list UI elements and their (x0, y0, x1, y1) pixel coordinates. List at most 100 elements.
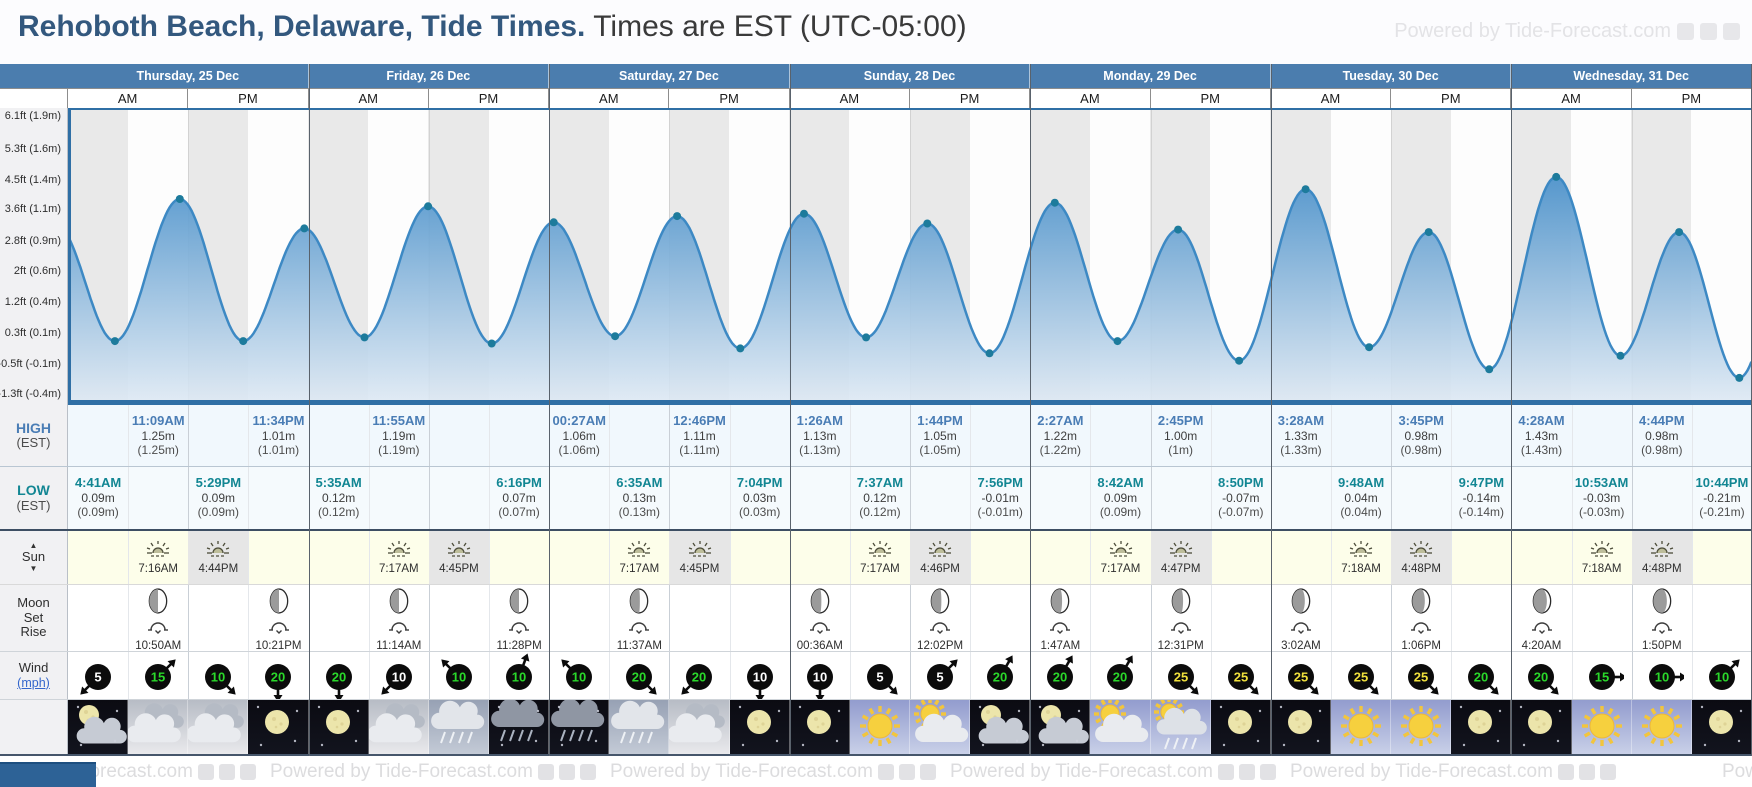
svg-text:15: 15 (151, 669, 165, 684)
cell-separator (248, 585, 250, 651)
weather-icon (1219, 705, 1261, 747)
row-label-sun: ▲ Sun ▼ (0, 531, 68, 584)
store-badge-icon (197, 764, 214, 780)
cell-separator (368, 405, 370, 466)
low-height-datum: (0.09m) (1099, 505, 1142, 519)
cell-separator (1691, 531, 1693, 584)
cell-separator (1150, 652, 1152, 699)
moon-setrise-entry: 1:06PM (1381, 588, 1461, 652)
moon-setrise-arc-icon (930, 622, 951, 634)
high-tide-event: 2:45PM 1.00m (1m) (1126, 413, 1236, 457)
weather-sun-cloud-icon (910, 698, 971, 754)
tide-extreme-dot (1485, 365, 1494, 374)
low-time: 10:53AM (1574, 475, 1629, 490)
cell-separator (1451, 405, 1453, 466)
moon-setrise-time: 12:31PM (1157, 640, 1204, 652)
svg-text:25: 25 (1234, 669, 1248, 684)
store-badge-icon (1677, 23, 1694, 40)
low-height-m: 0.04m (1344, 491, 1378, 505)
tide-extreme-dot (985, 349, 994, 358)
y-axis-label: 2.8ft (0.9m) (4, 235, 61, 247)
tide-area (68, 176, 1752, 405)
sunrise-entry: 7:17AM (364, 540, 434, 575)
wind-speed-icon: 5 (866, 663, 898, 695)
weather-night-icon (1691, 700, 1752, 754)
low-height-m: -0.21m (1703, 491, 1741, 505)
moon-setrise-arc-icon (1170, 622, 1191, 634)
moon-setrise-arc-icon (1411, 622, 1432, 634)
sun-expand-down-icon[interactable]: ▼ (29, 563, 38, 573)
weather-night-icon (1270, 700, 1331, 754)
weather-icon (667, 703, 726, 743)
cell-separator (1631, 467, 1633, 529)
cell-separator (1691, 652, 1693, 699)
cell-separator (1451, 585, 1453, 651)
svg-text:15: 15 (1594, 669, 1608, 684)
wind-cell: 15 (128, 652, 188, 699)
cell-separator (1391, 585, 1393, 651)
sun-expand-up-icon[interactable]: ▲ (29, 541, 38, 551)
ampm-header: PM (188, 88, 309, 108)
wind-cell: 5 (910, 652, 970, 699)
sunrise-sunset-icon (688, 541, 711, 557)
wind-speed-icon: 25 (1167, 663, 1199, 695)
weather-icon (914, 698, 969, 742)
cell-separator (128, 652, 130, 699)
wind-cell: 20 (609, 652, 669, 699)
low-time: 5:35AM (315, 475, 362, 490)
cell-separator (609, 467, 611, 529)
cell-separator (428, 467, 430, 529)
low-tide-event: 6:35AM 0.13m (0.13m) (584, 475, 694, 519)
low-time: 9:48AM (1337, 475, 1385, 490)
weather-icon (978, 705, 1029, 747)
weather-sunny-icon (1331, 700, 1392, 754)
high-time: 2:45PM (1157, 413, 1204, 428)
cell-separator (849, 652, 851, 699)
ampm-header: AM (1030, 88, 1151, 108)
wind-unit-link[interactable]: (mph) (17, 675, 50, 690)
sunrise-entry: 7:17AM (1086, 540, 1156, 575)
cell-separator (1391, 652, 1393, 699)
weather-icon (367, 703, 425, 743)
sunrise-entry: 7:18AM (1567, 540, 1637, 575)
cell-separator (1331, 405, 1332, 466)
cell-separator (1571, 585, 1573, 651)
weather-icon (1581, 706, 1622, 746)
moon-phase-icon (1532, 588, 1551, 614)
y-axis-label: 0.3ft (0.1m) (4, 327, 61, 339)
low-time: 7:56PM (977, 475, 1023, 490)
svg-text:25: 25 (1354, 669, 1368, 684)
low-height-m: 0.09m (1103, 491, 1138, 505)
cell-separator (1150, 467, 1152, 529)
cell-separator (669, 652, 671, 699)
moon-phase-icon (1652, 588, 1672, 614)
low-height-datum: (0.12m) (317, 505, 360, 519)
cell-separator (729, 652, 731, 699)
moon-phase-icon (930, 588, 950, 614)
sunrise-time: 7:18AM (1581, 563, 1622, 575)
store-badge-icon (1238, 764, 1255, 780)
moon-setrise-entry: 1:47AM (1020, 588, 1100, 652)
wind-speed-icon: 20 (265, 663, 292, 699)
weather-icon (1641, 706, 1682, 746)
low-label: LOW (17, 482, 50, 499)
wind-cell: 10 (790, 652, 850, 699)
cell-separator (489, 405, 490, 466)
weather-icon (1279, 705, 1322, 747)
cell-separator (248, 467, 250, 529)
sunrise-time: 7:18AM (1341, 563, 1381, 575)
cell-separator (1090, 652, 1092, 699)
ampm-header: AM (308, 88, 429, 108)
wind-speed-icon: 20 (1468, 663, 1500, 695)
low-tide-event: 5:35AM 0.12m (0.12m) (284, 475, 394, 519)
svg-text:20: 20 (1534, 669, 1548, 684)
ampm-header: AM (789, 88, 910, 108)
sunrise-entry: 7:16AM (123, 540, 193, 575)
wind-speed-icon: 20 (1107, 654, 1134, 690)
sunrise-sunset-icon (1349, 541, 1373, 557)
cell-separator (1210, 652, 1212, 699)
wind-cell: 20 (1511, 652, 1571, 699)
tide-chart (68, 108, 1752, 405)
cell-separator (729, 585, 731, 651)
high-time: 00:27AM (552, 413, 606, 428)
